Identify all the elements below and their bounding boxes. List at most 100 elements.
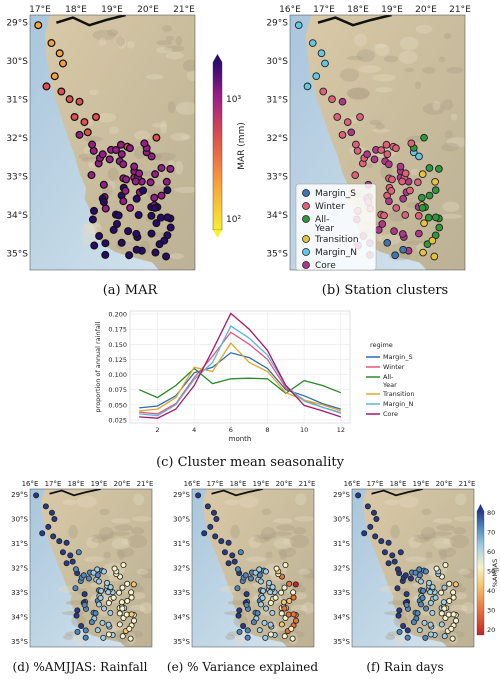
station-point: [267, 599, 274, 606]
station-point: [269, 609, 276, 616]
station-point: [250, 619, 257, 626]
station-point: [99, 180, 108, 189]
station-point: [431, 186, 440, 195]
station-point: [435, 223, 444, 232]
station-point: [282, 562, 289, 569]
x-tick-label: 4: [192, 426, 196, 434]
relief: [174, 160, 184, 175]
relief: [81, 225, 98, 235]
relief: [223, 610, 247, 616]
relief: [439, 213, 463, 219]
relief: [425, 551, 433, 559]
relief: [383, 55, 399, 63]
station-point: [116, 140, 125, 149]
relief: [114, 524, 133, 531]
station-point: [97, 594, 104, 601]
station-point: [100, 568, 107, 575]
relief: [248, 536, 261, 549]
station-point: [56, 538, 63, 545]
relief: [111, 518, 131, 524]
lon-label: 18°E: [230, 480, 247, 488]
relief: [439, 549, 448, 560]
station-point: [387, 187, 396, 195]
station-point: [399, 194, 407, 203]
legend-marker: [302, 202, 310, 210]
lon-label: 20°E: [436, 480, 453, 488]
lon-label: 21°E: [449, 5, 471, 15]
station-point: [201, 530, 208, 537]
station-point: [430, 252, 439, 261]
relief: [449, 534, 470, 548]
station-point: [401, 169, 410, 178]
relief: [116, 547, 135, 558]
x-tick-label: 8: [265, 426, 269, 434]
relief: [279, 549, 288, 560]
relief: [120, 539, 132, 545]
station-point: [132, 245, 141, 254]
relief: [99, 508, 110, 516]
station-point: [361, 530, 368, 537]
relief: [62, 499, 77, 506]
station-point: [262, 634, 269, 641]
station-point: [55, 49, 64, 58]
station-point: [257, 601, 264, 608]
station-point: [281, 633, 288, 640]
relief: [165, 35, 174, 42]
station-point: [147, 211, 156, 220]
station-point: [139, 186, 148, 195]
station-point: [121, 186, 130, 195]
station-point: [119, 633, 126, 640]
station-point: [290, 611, 297, 618]
station-point: [131, 177, 140, 186]
station-point: [416, 627, 423, 634]
lon-label: 18°E: [390, 480, 407, 488]
station-point: [423, 605, 430, 612]
station-point: [83, 128, 92, 137]
legend-marker: [302, 235, 310, 243]
station-point: [416, 572, 423, 579]
station-point: [278, 621, 285, 628]
station-point: [152, 219, 161, 228]
station-point: [124, 227, 133, 236]
relief: [454, 516, 474, 522]
x-tick-label: 10: [300, 426, 308, 434]
station-point: [147, 229, 156, 238]
station-point: [94, 627, 101, 634]
lat-label: 31°S: [6, 96, 28, 106]
y-tick-label: 0.175: [108, 326, 127, 334]
relief: [116, 36, 126, 47]
relief: [358, 65, 382, 73]
station-point: [256, 572, 263, 579]
relief: [175, 35, 183, 46]
plot-area: [129, 310, 351, 424]
relief: [398, 50, 418, 64]
legend-label: All-: [383, 373, 394, 381]
relief: [413, 534, 437, 540]
relief: [372, 74, 397, 82]
station-point: [392, 204, 401, 212]
station-point: [392, 144, 400, 153]
relief: [156, 40, 173, 46]
map-variance: 16°E 17°E 18°E 19°E 20°E 21°E 29°S 30°S 31°S 32°S…: [173, 480, 315, 648]
station-point: [377, 146, 386, 154]
station-point: [98, 587, 105, 594]
station-point: [51, 516, 58, 523]
station-point: [414, 178, 422, 187]
relief: [398, 495, 419, 508]
relief: [92, 29, 116, 41]
lat-label: 29°S: [266, 19, 288, 29]
legend-label: Core: [315, 261, 336, 271]
relief: [439, 56, 446, 63]
station-point: [82, 634, 89, 641]
station-point: [81, 601, 88, 608]
series-line: [138, 367, 342, 399]
station-point: [391, 251, 399, 260]
relief: [186, 70, 195, 82]
lon-label: 19°E: [381, 5, 403, 15]
station-point: [237, 549, 244, 556]
station-point: [397, 549, 404, 556]
station-point: [156, 213, 165, 222]
relief: [446, 137, 465, 148]
lon-label: 18°E: [68, 480, 85, 488]
